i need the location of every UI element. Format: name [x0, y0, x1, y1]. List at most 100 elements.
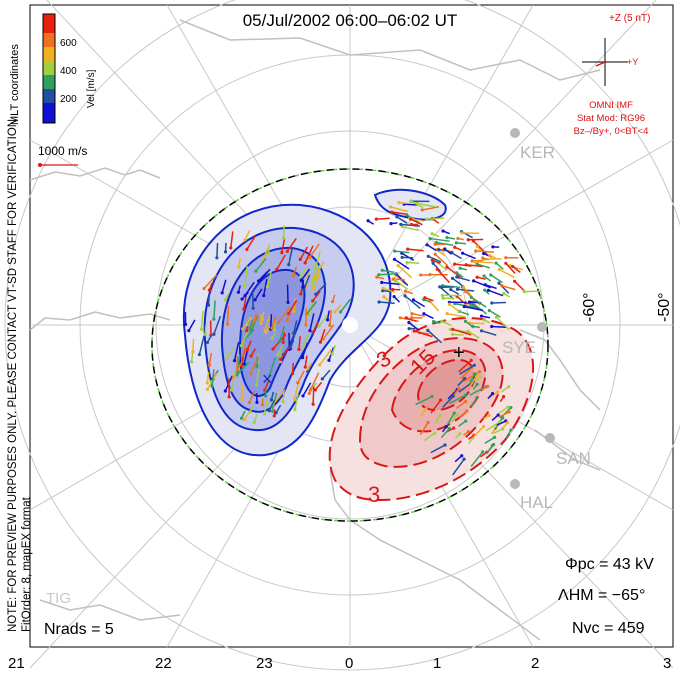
- velocity-vector: [410, 200, 424, 209]
- velocity-vector: [378, 273, 398, 276]
- vector-origin: [239, 416, 244, 420]
- velocity-vector: [512, 265, 521, 273]
- vector-origin: [431, 261, 435, 265]
- vector-origin: [457, 386, 461, 391]
- mlt-tick-label: 21: [8, 655, 25, 672]
- vector-origin: [395, 215, 399, 219]
- vector-origin: [426, 420, 430, 425]
- velocity-vector: [408, 321, 420, 331]
- velocity-vector: [498, 406, 509, 415]
- vector-origin: [249, 328, 253, 333]
- vector-origin: [223, 298, 227, 302]
- vector-origin: [256, 279, 261, 283]
- vector-origin: [306, 367, 310, 371]
- velocity-vector: [302, 382, 312, 397]
- velocity-vector: [458, 410, 468, 419]
- velocity-vector: [446, 266, 461, 278]
- velocity-vector: [402, 256, 414, 259]
- station-tig: TIG: [46, 590, 71, 607]
- vector-origin: [463, 319, 468, 323]
- vector-origin: [475, 275, 479, 279]
- velocity-vector: [263, 399, 268, 415]
- vector-origin: [500, 284, 504, 288]
- vector-origin: [377, 273, 381, 277]
- velocity-vector: [271, 315, 277, 329]
- vector-origin: [501, 427, 505, 431]
- colorbar-tick-600: 600: [60, 38, 77, 49]
- velocity-vector: [226, 305, 230, 325]
- velocity-vector: [407, 248, 424, 252]
- vector-origin: [440, 319, 444, 323]
- vector-origin: [466, 329, 470, 333]
- velocity-vector: [294, 393, 299, 410]
- vector-origin: [279, 357, 283, 361]
- lat-label-60: -60°: [581, 292, 598, 322]
- vector-origin: [462, 285, 466, 290]
- station-ker: KER: [520, 143, 555, 162]
- vector-origin: [278, 360, 283, 364]
- vector-origin: [272, 414, 276, 418]
- velocity-vector: [213, 315, 222, 335]
- velocity-vector: [394, 250, 410, 254]
- velocity-vector: [312, 290, 321, 302]
- vector-origin: [223, 250, 228, 254]
- vector-origin: [507, 385, 511, 389]
- vector-origin: [420, 208, 424, 212]
- preview-note: NOTE: FOR PREVIEW PURPOSES ONLY. PLEASE …: [7, 116, 19, 632]
- velocity-vector: [246, 235, 256, 250]
- velocity-vector: [291, 362, 295, 374]
- vector-origin: [419, 273, 423, 277]
- vector-origin: [522, 289, 526, 294]
- vector-origin: [466, 238, 470, 242]
- vector-origin: [451, 394, 455, 398]
- vector-origin: [453, 262, 457, 266]
- vector-origin: [302, 288, 306, 292]
- vector-origin: [286, 300, 290, 305]
- vector-origin: [276, 353, 280, 357]
- vector-origin: [475, 262, 479, 266]
- vector-origin: [301, 345, 305, 349]
- vector-origin: [443, 247, 447, 251]
- vector-origin: [411, 298, 416, 302]
- vector-origin: [496, 390, 500, 394]
- vector-origin: [320, 377, 324, 381]
- vector-origin: [313, 388, 317, 392]
- hm-boundary-green: [151, 168, 549, 522]
- vector-origin: [366, 219, 370, 223]
- vector-origin: [409, 222, 414, 227]
- velocity-vector: [262, 278, 268, 296]
- vector-origin: [504, 256, 508, 260]
- vector-origin: [252, 319, 256, 323]
- vector-origin: [380, 280, 384, 285]
- vector-origin: [455, 271, 459, 275]
- station-markers: [510, 128, 555, 489]
- vector-origin: [451, 327, 455, 331]
- velocity-vector: [442, 395, 454, 408]
- velocity-vector: [452, 277, 463, 286]
- vector-origin: [433, 252, 437, 256]
- vector-origin: [410, 316, 414, 320]
- vector-origin: [189, 360, 194, 364]
- velocity-vector: [457, 377, 466, 387]
- vector-origin: [249, 372, 253, 376]
- coastlines: [29, 19, 601, 641]
- vector-origin: [445, 265, 449, 269]
- mlt-tick-label: 23: [256, 655, 273, 672]
- vector-origin: [187, 329, 191, 333]
- velocity-vector: [282, 391, 285, 402]
- velocity-vector: [434, 253, 448, 266]
- velocity-vector: [471, 301, 488, 315]
- vector-origin: [205, 381, 209, 385]
- velocity-vector: [269, 357, 277, 376]
- vector-origin: [303, 365, 307, 369]
- velocity-vector: [315, 282, 327, 295]
- velocity-vector: [216, 242, 219, 258]
- velocity-vector: [427, 329, 443, 344]
- vector-origin: [494, 315, 499, 319]
- vector-origin: [328, 323, 332, 327]
- vector-origin: [445, 236, 449, 240]
- vector-origin: [481, 251, 486, 256]
- vector-origin: [287, 311, 291, 316]
- velocity-vectors: [184, 199, 542, 476]
